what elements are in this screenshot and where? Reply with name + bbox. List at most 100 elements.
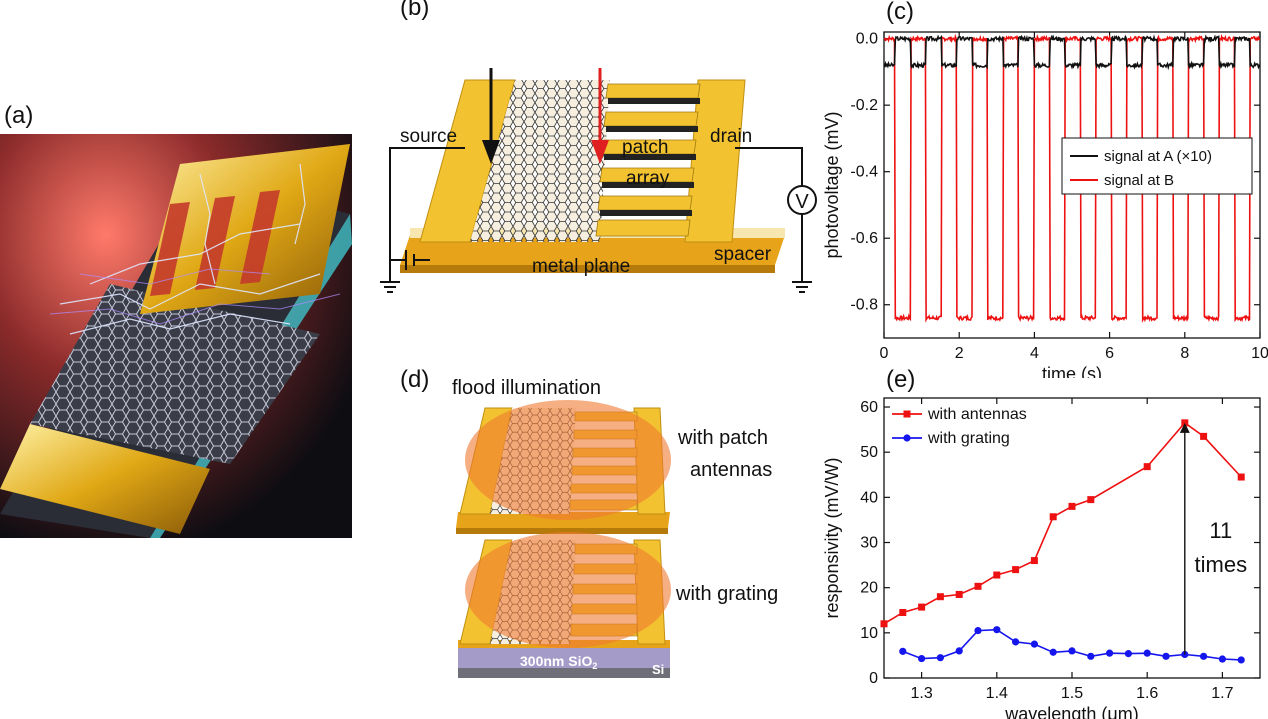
panel-label-c: (c)	[886, 0, 914, 25]
y-tick-label: -0.6	[850, 230, 878, 247]
panel-label-d: (d)	[400, 366, 430, 393]
responsivity-chart: 1.3 1.4 1.5 1.6 1.7 0 10 20 30 40 50 60 wavelength (…	[822, 397, 1261, 719]
data-point-circle	[1124, 650, 1132, 658]
patch-antennas-label-line2: antennas	[690, 459, 772, 481]
data-point-square	[993, 571, 1001, 579]
data-point-square	[1237, 473, 1245, 481]
data-point-circle	[936, 654, 944, 662]
x-tick-label: 1.6	[1136, 685, 1158, 702]
data-point-circle	[955, 647, 963, 655]
x-tick-label: 2	[955, 345, 964, 362]
data-point-square	[1049, 513, 1057, 521]
data-point-circle	[899, 647, 907, 655]
legend-label: signal at B	[1104, 172, 1174, 189]
data-point-circle	[1049, 648, 1057, 656]
y-tick-label: 0	[869, 670, 878, 687]
plot-frame	[883, 31, 1261, 339]
x-tick-label: 8	[1180, 345, 1189, 362]
flood-illumination-schematic: flood illumination with patch antennas	[452, 377, 778, 678]
metal-plane-label: metal plane	[532, 256, 630, 277]
series-line-signal-b	[883, 33, 1261, 323]
x-tick-label: 0	[880, 345, 889, 362]
patch-antenna-device	[456, 400, 671, 534]
annotation-text-line1: 11	[1209, 518, 1232, 543]
x-axis-label: wavelength (μm)	[1004, 704, 1138, 719]
grating-label: with grating	[675, 583, 778, 605]
y-tick-label: -0.8	[850, 297, 878, 314]
legend-marker	[903, 434, 911, 442]
bottom-electrode	[0, 424, 210, 534]
legend-box	[1061, 137, 1253, 195]
y-tick-label: 40	[860, 489, 878, 506]
y-axis-label: photovoltage (mV)	[822, 111, 842, 258]
data-point-circle	[918, 654, 926, 663]
patch-antennas-label-line1: with patch	[677, 427, 768, 449]
y-tick-label: -0.2	[850, 97, 878, 114]
patch-label: patch	[622, 137, 668, 158]
data-point-circle	[993, 626, 1001, 634]
source-label: source	[400, 126, 457, 147]
x-tick-label: 1.4	[986, 685, 1008, 702]
photovoltage-chart: 0 2 4 6 8 10 0.0 -0.2 -0.4 -0.6 -0.8 time (s) photov…	[822, 31, 1268, 378]
data-point-square	[1068, 502, 1076, 510]
data-point-square	[880, 620, 888, 628]
annotation-arrow-head	[1179, 422, 1190, 433]
data-point-circle	[1218, 655, 1226, 663]
data-point-circle	[1012, 638, 1020, 646]
x-axis-label: time (s)	[1042, 364, 1102, 378]
data-point-square	[974, 582, 982, 590]
array-label: array	[626, 168, 670, 189]
data-point-circle	[1143, 649, 1151, 657]
y-tick-label: 50	[860, 444, 878, 461]
substrate-label: 300nm SiO2	[520, 653, 597, 671]
data-point-circle	[974, 626, 982, 635]
panel-label-a: (a)	[4, 102, 34, 129]
x-tick-label: 6	[1105, 345, 1114, 362]
annotation-text-line2: times	[1195, 552, 1248, 577]
y-tick-label: 0.0	[856, 31, 878, 48]
y-tick-label: 20	[860, 580, 878, 597]
top-electrode	[140, 144, 350, 314]
data-point-square	[936, 593, 944, 601]
legend-label: signal at A (×10)	[1104, 148, 1212, 165]
x-tick-label: 1.5	[1061, 685, 1083, 702]
y-tick-label: 30	[860, 535, 878, 552]
si-label: Si	[652, 662, 664, 677]
data-point-circle	[1162, 652, 1170, 660]
grating-device	[458, 532, 671, 678]
x-tick-label: 1.7	[1211, 685, 1233, 702]
x-tick-label: 4	[1030, 345, 1039, 362]
x-tick-label: 10	[1251, 345, 1268, 362]
legend-label: with grating	[927, 430, 1010, 447]
y-tick-label: -0.4	[850, 164, 878, 181]
panel-label-e: (e)	[886, 366, 916, 393]
series-line-1	[902, 628, 1242, 661]
data-point-square	[899, 609, 907, 617]
data-point-square	[955, 590, 963, 598]
device-schematic: V source drain patch array spacer metal …	[380, 68, 817, 293]
flood-illumination-title: flood illumination	[452, 377, 601, 399]
spacer-label: spacer	[714, 244, 772, 265]
data-point-square	[1087, 496, 1095, 504]
drain-label: drain	[710, 126, 752, 147]
x-tick-label: 1.3	[910, 685, 932, 702]
y-tick-label: 60	[860, 399, 878, 416]
panel-label-b: (b)	[400, 0, 430, 21]
data-point-circle	[1106, 649, 1114, 657]
data-point-square	[918, 603, 926, 611]
y-axis-label: responsivity (mV/W)	[822, 457, 842, 618]
data-point-circle	[1237, 656, 1245, 664]
data-point-circle	[1030, 640, 1038, 648]
data-point-square	[1030, 557, 1038, 565]
legend-marker	[903, 410, 911, 418]
data-point-circle	[1068, 647, 1076, 655]
device-illustration	[0, 134, 352, 538]
data-point-square	[1012, 566, 1020, 574]
data-point-circle	[1200, 652, 1208, 660]
series-line-0	[883, 421, 1242, 625]
data-point-circle	[1087, 652, 1095, 660]
data-point-square	[1181, 419, 1189, 427]
legend-label: with antennas	[927, 406, 1027, 423]
data-point-square	[1143, 463, 1151, 471]
data-point-square	[1200, 432, 1208, 440]
